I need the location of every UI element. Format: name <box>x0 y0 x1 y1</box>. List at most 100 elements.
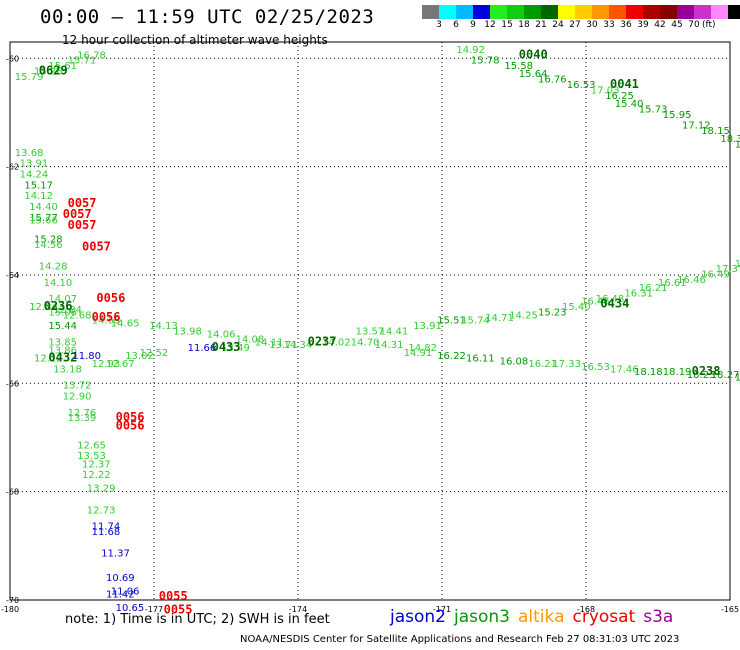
swh-value: 12.37 <box>82 459 111 470</box>
legend-label: 18 <box>518 20 530 30</box>
swh-value: 15.06 <box>48 308 77 319</box>
pass-time: 0057 <box>63 207 92 221</box>
swh-value: 12.76 <box>68 408 97 419</box>
swh-value: 14.92 <box>456 45 485 56</box>
legend-label: 9 <box>470 20 476 30</box>
swh-value: 15.17 <box>24 180 53 191</box>
swh-value: 15.40 <box>615 99 644 110</box>
swh-value: 11.68 <box>92 527 121 538</box>
swh-value: 15.58 <box>504 61 533 72</box>
y-tick-label: -62 <box>6 163 19 172</box>
legend-swatch <box>643 5 660 19</box>
swh-value: 14.11 <box>255 337 284 348</box>
legend-swatch <box>456 5 473 19</box>
pass-time: 0056 <box>116 418 145 432</box>
swh-value: 15.79 <box>15 72 44 83</box>
legend-swatch <box>422 5 439 19</box>
swh-value: 14.12 <box>24 191 53 202</box>
legend-label: 21 <box>535 20 547 30</box>
swh-value: 18.25 <box>735 373 740 384</box>
swh-value: 13.91 <box>413 321 442 332</box>
legend-swatch <box>575 5 592 19</box>
swh-value: 16.46 <box>581 297 610 308</box>
y-tick-label: -66 <box>6 379 19 388</box>
legend-swatch <box>490 5 507 19</box>
satellite-s3a: s3a <box>643 607 674 627</box>
swh-value: 15.23 <box>538 308 567 319</box>
swh-value: 18.23 <box>687 370 716 381</box>
satellite-cryosat: cryosat <box>572 607 636 627</box>
swh-value: 16.31 <box>624 289 653 300</box>
swh-value: 12.84 <box>29 302 58 313</box>
legend-swatches <box>422 5 740 19</box>
x-tick-label: -171 <box>433 605 451 614</box>
swh-value: 15.61 <box>48 61 77 72</box>
swh-value: 12.67 <box>106 359 135 370</box>
swh-value: 12.68 <box>63 310 92 321</box>
legend-swatch <box>694 5 711 19</box>
x-tick-label: -165 <box>721 605 739 614</box>
legend-label: 33 <box>603 20 615 30</box>
swh-value: 12.84 <box>53 305 82 316</box>
legend-label: 30 <box>586 20 598 30</box>
swh-value: 18.34 <box>735 140 740 151</box>
swh-value: 11.74 <box>92 522 121 533</box>
swh-value: 14.24 <box>20 169 49 180</box>
swh-value: 17.37 <box>716 264 740 275</box>
swh-value: 14.82 <box>408 343 437 354</box>
swh-value: 11.66 <box>188 343 217 354</box>
swh-value: 16.22 <box>437 351 466 362</box>
swh-value: 16.08 <box>500 356 529 367</box>
swh-value: 17.47 <box>735 259 740 270</box>
legend-label: 3 <box>436 20 442 30</box>
swh-value: 17.12 <box>682 121 711 132</box>
pass-time: 0629 <box>39 64 68 78</box>
legend-swatch <box>592 5 609 19</box>
swh-value: 13.02 <box>125 351 154 362</box>
swh-value: 13.86 <box>48 346 77 357</box>
swh-value: 16.25 <box>605 91 634 102</box>
swh-value: 17.03 <box>591 85 620 96</box>
pass-times-layer: 0629005700570057005700560056023604320056… <box>39 47 721 616</box>
swh-value: 12.73 <box>87 505 116 516</box>
y-tick-label: -70 <box>6 596 19 605</box>
swh-value: 16.78 <box>77 50 106 61</box>
legend-swatch <box>728 5 740 19</box>
satellite-jason2: jason2 <box>390 607 446 627</box>
legend-label: 39 <box>637 20 649 30</box>
legend-label: 70 <box>688 20 700 30</box>
swh-value: 12.52 <box>140 348 169 359</box>
color-legend: 3 6 9 12 15 18 21 24 27 30 33 36 39 42 45 70 (ft) <box>422 5 740 33</box>
satellite-jason3: jason3 <box>454 607 510 627</box>
swh-value: 14.06 <box>207 329 236 340</box>
legend-unit: (ft) <box>702 20 716 30</box>
y-tick-label: -68 <box>6 488 19 497</box>
swh-value: 15.78 <box>471 56 500 67</box>
pass-time: 0057 <box>82 240 111 254</box>
swh-value: 13.91 <box>20 159 49 170</box>
swh-value: 16.46 <box>677 275 706 286</box>
legend-label: 24 <box>552 20 564 30</box>
legend-swatch <box>609 5 626 19</box>
legend-swatch <box>524 5 541 19</box>
swh-value: 15.71 <box>68 56 97 67</box>
swh-value: 15.77 <box>29 213 58 224</box>
x-tick-label: -174 <box>289 605 307 614</box>
swh-value: 13.98 <box>173 327 202 338</box>
x-tick-label: -180 <box>1 605 19 614</box>
legend-swatch <box>626 5 643 19</box>
swh-value: 14.08 <box>236 335 265 346</box>
plot-frame <box>9 41 731 601</box>
chart-title: 00:00 – 11:59 UTC 02/25/2023 <box>40 6 375 28</box>
swh-value: 14.41 <box>380 327 409 338</box>
pass-time: 0057 <box>68 196 97 210</box>
swh-value: 18.15 <box>701 126 730 137</box>
swh-value: 13.71 <box>269 340 298 351</box>
legend-label: 45 <box>671 20 683 30</box>
pass-time: 0040 <box>519 47 548 61</box>
swh-value: 14.28 <box>39 262 68 273</box>
legend-swatch <box>558 5 575 19</box>
swh-value: 14.34 <box>284 340 313 351</box>
swh-value: 16.53 <box>581 362 610 373</box>
